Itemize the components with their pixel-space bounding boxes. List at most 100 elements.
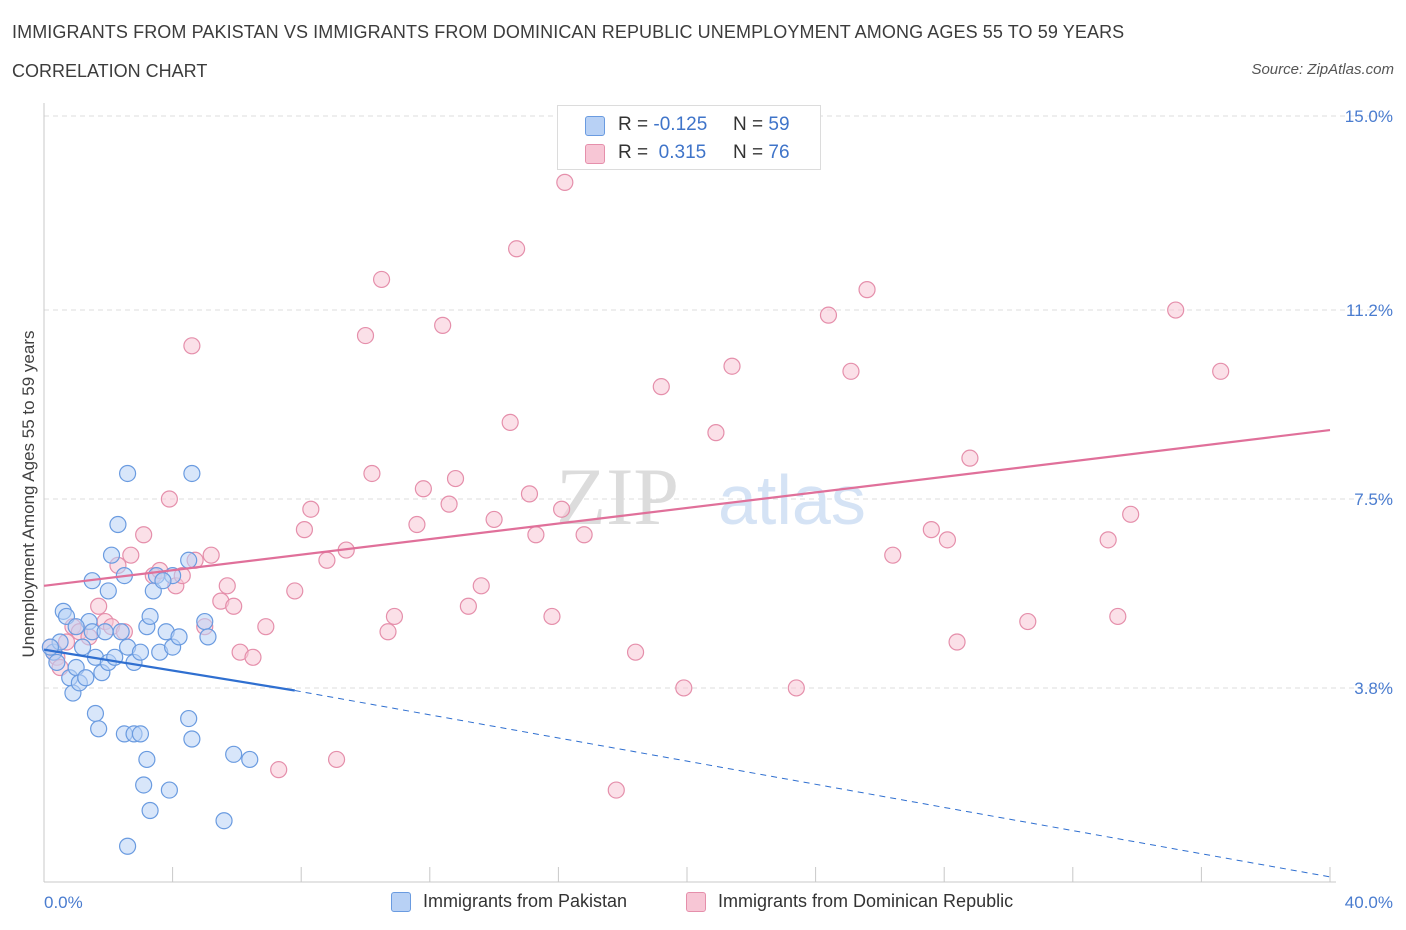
dominican-point (575, 526, 593, 544)
y-tick-label: 11.2% (1346, 301, 1393, 320)
chart-subtitle: CORRELATION CHART (12, 61, 208, 81)
dominican-point (385, 607, 404, 626)
dominican-point (472, 577, 490, 595)
pakistan-trend-line (43, 648, 295, 692)
dominican-points (41, 173, 1230, 799)
dominican-point (508, 240, 526, 258)
pakistan-point (135, 776, 153, 794)
legend-r-pakistan: R = -0.125 (618, 114, 707, 136)
legend-swatch-dominican (585, 144, 605, 164)
stats-legend: R = -0.125 N = 59 R = 0.315 N = 76 (557, 105, 821, 170)
dominican-point (183, 337, 201, 355)
dominican-point (527, 526, 545, 544)
pakistan-point (138, 750, 156, 769)
dominican-point (948, 633, 966, 651)
source-label: Source: ZipAtlas.com (1251, 61, 1394, 78)
pakistan-point (90, 720, 108, 738)
dominican-point (1212, 362, 1230, 380)
dominican-point (414, 480, 432, 498)
dominican-point (1019, 612, 1037, 631)
dominican-point (520, 485, 539, 503)
dominican-point (160, 490, 178, 508)
y-tick-labels: 3.8% 7.5% 11.2% 15.0% (1345, 107, 1393, 698)
pakistan-point (215, 812, 233, 830)
watermark-atlas: atlas (718, 461, 866, 539)
dominican-point (1122, 505, 1140, 523)
dominican-point (858, 281, 876, 299)
dominican-point (318, 551, 336, 569)
dominican-point (356, 326, 375, 345)
series-label-pakistan: Immigrants from Pakistan (423, 891, 628, 911)
dominican-point (1167, 301, 1185, 319)
r-value: -0.125 (653, 114, 708, 135)
watermark: ZIP atlas (556, 451, 866, 542)
trend-lines (43, 428, 1331, 878)
dominican-point (446, 469, 465, 488)
dominican-point (961, 449, 979, 467)
pakistan-point (48, 653, 66, 672)
pakistan-point (199, 628, 217, 646)
dominican-point (922, 521, 940, 539)
dominican-point (434, 316, 452, 334)
dominican-trend-line (43, 428, 1331, 587)
pakistan-point (109, 515, 127, 534)
axes (43, 103, 1336, 883)
pakistan-point (141, 607, 159, 626)
dominican-point (819, 306, 838, 324)
pakistan-point (196, 612, 214, 631)
dominican-point (485, 510, 503, 529)
pakistan-point (118, 837, 137, 855)
dominican-point (501, 413, 519, 431)
dominican-point (363, 464, 381, 483)
dominican-point (553, 500, 571, 518)
pakistan-point (160, 781, 178, 799)
pakistan-point (241, 750, 259, 769)
r-label: R = (618, 114, 649, 135)
dominican-point (90, 597, 108, 615)
pakistan-point (77, 669, 95, 687)
pakistan-point (131, 643, 150, 661)
dominican-point (556, 173, 574, 191)
pakistan-point (67, 618, 85, 636)
y-tick-label: 15.0% (1345, 107, 1393, 126)
dominican-point (327, 750, 346, 769)
dominican-point (459, 597, 477, 615)
dominican-point (270, 761, 288, 779)
x-tick-label-right: 40.0% (1345, 893, 1393, 912)
dominican-point (225, 597, 243, 615)
dominican-point (286, 582, 304, 600)
series-swatch-dominican (686, 892, 706, 912)
legend-n-pakistan: N = 59 (733, 114, 790, 136)
dominican-point (707, 424, 725, 442)
pakistan-point (112, 623, 130, 641)
watermark-zip: ZIP (556, 451, 679, 542)
dominican-point (372, 270, 391, 289)
n-value: 59 (768, 114, 790, 135)
pakistan-point (180, 551, 198, 569)
dominican-point (135, 526, 153, 544)
dominican-point (1109, 607, 1127, 626)
dominican-point (938, 531, 957, 549)
pakistan-point (183, 730, 201, 748)
r-label: R = (618, 142, 649, 163)
pakistan-point (154, 572, 172, 590)
dominican-point (244, 648, 262, 666)
dominican-point (440, 495, 458, 513)
series-swatch-pakistan (391, 892, 411, 912)
pakistan-point (73, 638, 92, 656)
dominican-point (675, 679, 693, 697)
y-tick-label: 7.5% (1354, 490, 1393, 509)
pakistan-point (102, 546, 121, 564)
gridlines (44, 115, 1393, 689)
dominican-point (218, 577, 236, 595)
series-legend: Immigrants from Pakistan Immigrants from… (0, 890, 1406, 916)
dominican-point (302, 500, 320, 518)
dominican-point (122, 546, 140, 564)
dominican-point (787, 679, 805, 697)
dominican-point (723, 357, 741, 375)
y-tick-label: 3.8% (1354, 679, 1393, 698)
legend-n-dominican: N = 76 (733, 142, 790, 164)
pakistan-point (99, 582, 117, 600)
n-value: 76 (768, 142, 790, 163)
